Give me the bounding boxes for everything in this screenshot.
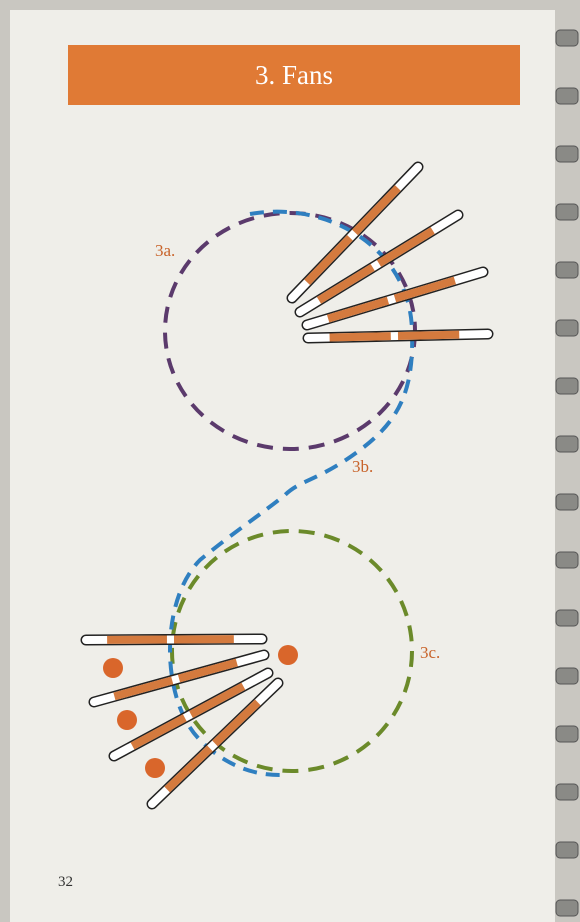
- chapter-title: 3. Fans: [255, 60, 333, 90]
- page-number: 32: [58, 874, 73, 890]
- page: 3. Fans 3a. 3b. 3c.: [0, 0, 580, 922]
- book-page: 3. Fans 3a. 3b. 3c.: [0, 0, 580, 922]
- label-3b: 3b.: [352, 457, 373, 476]
- label-3a: 3a.: [155, 241, 175, 260]
- paper: [10, 10, 555, 922]
- label-3c: 3c.: [420, 643, 440, 662]
